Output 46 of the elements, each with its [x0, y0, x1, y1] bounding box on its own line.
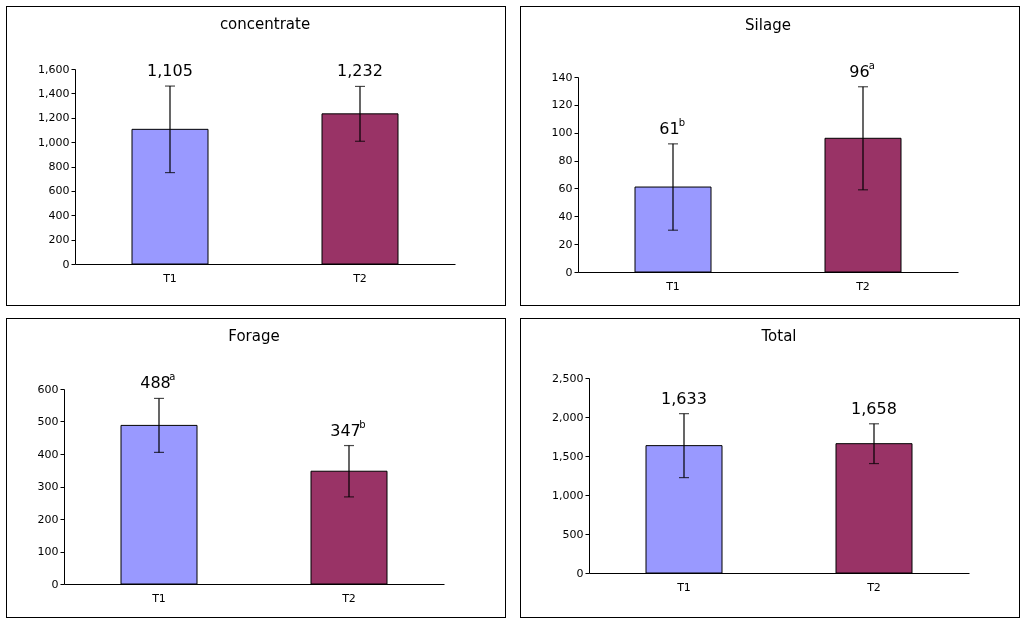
y-tick-label: 200: [48, 233, 70, 247]
y-tick-label: 1,500: [552, 449, 584, 463]
x-tick-label: T2: [866, 580, 881, 594]
y-tick-label: 0: [51, 577, 59, 591]
y-tick-label: 800: [48, 160, 70, 173]
y-tick-label: 600: [48, 184, 70, 198]
y-tick-label: 600: [37, 382, 59, 396]
y-tick-label: 1,000: [552, 488, 584, 502]
y-tick-label: 140: [551, 70, 573, 84]
y-tick-label: 120: [551, 98, 573, 112]
data-label: 1,232: [337, 61, 383, 81]
chart-title: Forage: [228, 327, 280, 346]
x-tick-label: T2: [855, 279, 870, 293]
y-tick-label: 0: [62, 257, 70, 271]
x-tick-label: T2: [341, 591, 356, 605]
y-tick-label: 100: [37, 545, 59, 558]
chart-title: Total: [760, 327, 797, 345]
data-label: 1,658: [851, 398, 897, 418]
y-tick-label: 100: [551, 126, 573, 140]
chart-title: concentrate: [219, 15, 311, 34]
y-tick-label: 400: [48, 208, 70, 222]
x-tick-label: T1: [162, 271, 177, 285]
y-tick-label: 200: [37, 512, 59, 526]
x-tick-label: T2: [352, 271, 367, 285]
y-tick-label: 20: [558, 237, 573, 251]
y-tick-label: 500: [562, 527, 584, 541]
data-label: 1,633: [661, 388, 707, 408]
y-tick-label: 1,400: [38, 86, 70, 100]
y-tick-label: 1,200: [38, 111, 70, 125]
y-tick-label: 1,600: [38, 62, 70, 76]
y-tick-label: 1,000: [38, 135, 70, 149]
y-tick-label: 0: [576, 566, 584, 580]
y-tick-label: 0: [565, 265, 573, 279]
y-tick-label: 300: [37, 480, 59, 493]
y-tick-label: 80: [558, 154, 573, 168]
x-tick-label: T1: [151, 591, 166, 605]
y-tick-label: 2,000: [552, 410, 584, 424]
x-tick-label: T1: [665, 279, 680, 293]
x-tick-label: T1: [676, 580, 691, 594]
y-tick-label: 400: [37, 447, 59, 461]
data-label: 1,105: [147, 61, 193, 81]
y-tick-label: 500: [37, 415, 59, 428]
y-tick-label: 2,500: [552, 371, 584, 385]
y-tick-label: 40: [558, 209, 573, 223]
y-tick-label: 60: [558, 181, 573, 195]
chart-title: Silage: [745, 15, 791, 34]
